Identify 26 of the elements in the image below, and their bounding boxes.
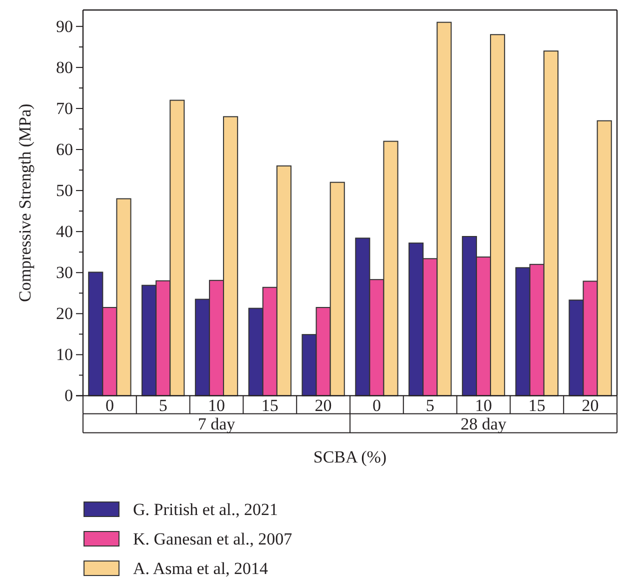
legend-label: A. Asma et al, 2014: [133, 559, 269, 577]
x-tick-label: 5: [426, 396, 434, 416]
legend-label: G. Pritish et al., 2021: [133, 500, 278, 519]
x-tick-label: 20: [314, 396, 332, 416]
y-tick-label: 60: [56, 140, 73, 160]
x-tick-label: 0: [372, 396, 381, 416]
text: 28 day: [460, 414, 507, 434]
y-tick-label: 80: [56, 58, 73, 77]
y-tick-label: 90: [56, 16, 73, 36]
x-tick-label: 15: [528, 396, 546, 416]
x-tick-label: 5: [158, 396, 168, 416]
text: 7 day: [198, 414, 236, 434]
x-tick-label: 0: [105, 396, 114, 416]
x-tick-label: 10: [208, 396, 225, 416]
legend-label: K. Ganesan et al., 2007: [133, 530, 293, 548]
y-tick-label: 20: [56, 304, 73, 324]
x-tick-label: 10: [475, 396, 492, 416]
x-tick-label: 15: [261, 396, 278, 416]
y-tick-label: 10: [56, 345, 73, 364]
x-axis-title: SCBA (%): [313, 448, 387, 466]
y-tick-label: 40: [56, 222, 73, 242]
x-tick-label: 20: [582, 396, 599, 416]
y-tick-label: 30: [56, 263, 73, 282]
y-tick-label: 70: [56, 98, 73, 118]
y-tick-label: 50: [56, 181, 73, 200]
y-axis-title: Compressive Strength (MPa): [16, 104, 34, 302]
